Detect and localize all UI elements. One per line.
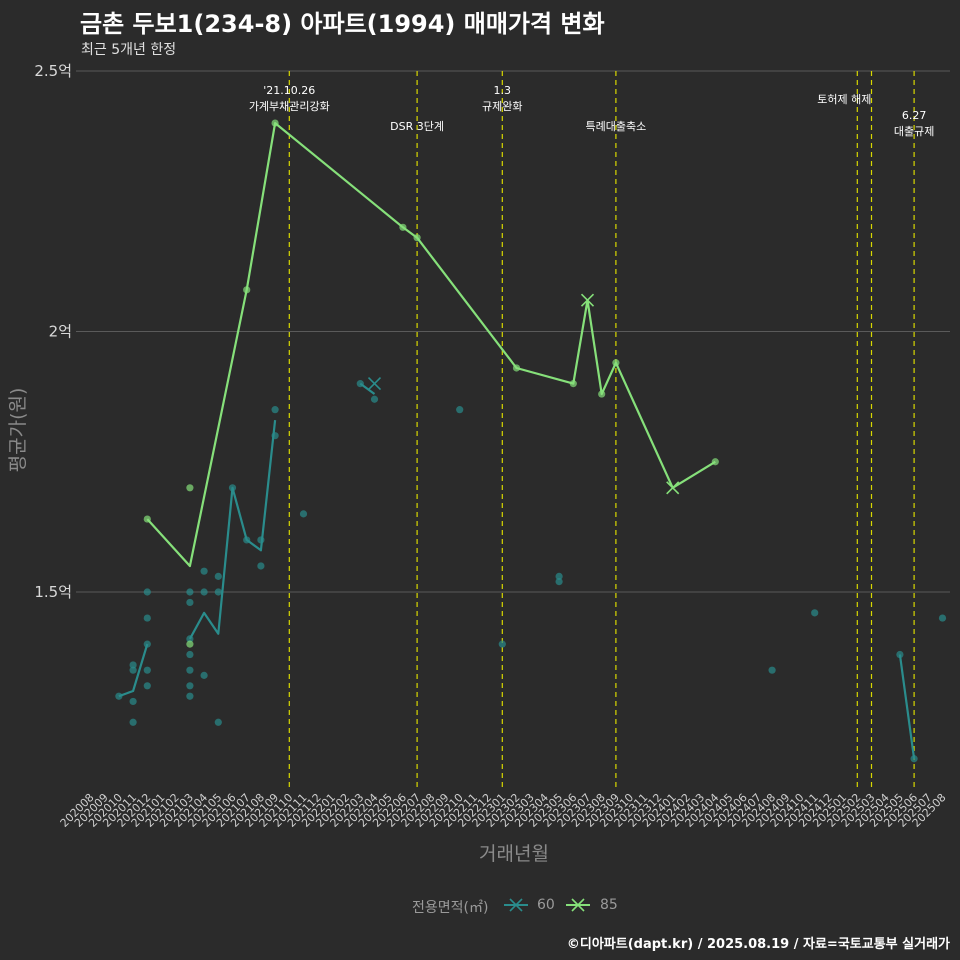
series-60-point	[143, 682, 151, 690]
series-60-point	[200, 567, 208, 575]
event-label: 대출규제	[894, 125, 934, 138]
series-60-point	[200, 588, 208, 596]
series-60-point	[938, 614, 947, 622]
series-60-point	[186, 666, 194, 674]
series-60-point	[129, 666, 137, 674]
legend-label-85: 85	[600, 897, 618, 913]
series-60-point	[143, 666, 151, 674]
series-60-point	[186, 650, 194, 659]
series-60-point	[214, 718, 222, 726]
series-60-point	[896, 650, 904, 659]
series-60-point	[186, 588, 194, 596]
series-60-point	[257, 562, 265, 570]
event-label: DSR 3단계	[390, 120, 444, 133]
event-label: 6.27	[902, 109, 927, 122]
y-tick-label: 1.5억	[34, 583, 72, 601]
series-85-point	[569, 380, 577, 388]
series-85-point	[399, 223, 407, 231]
series-85-point-x	[580, 293, 595, 307]
series-85-point	[598, 390, 606, 398]
event-label: 1.3	[494, 84, 512, 97]
series-60-point	[498, 640, 506, 648]
legend-key-85	[566, 898, 590, 912]
series-85-point	[612, 359, 620, 367]
series-60-point	[143, 588, 151, 596]
series-60-point	[811, 609, 819, 617]
series-60-point	[186, 598, 194, 607]
series-60-point	[768, 666, 776, 674]
event-label: 토허제 해제	[817, 92, 871, 106]
series-60-point	[214, 588, 222, 596]
series-60-point	[910, 755, 918, 763]
legend-label-60: 60	[537, 897, 555, 913]
series-60-point	[456, 406, 464, 414]
series-60-point	[186, 682, 194, 690]
series-60-point	[299, 510, 308, 518]
chart-subtitle: 최근 5개년 한정	[81, 42, 177, 58]
event-label: 가계부채관리강화	[249, 100, 330, 113]
series-85-point	[243, 286, 251, 294]
series-85-point	[711, 458, 719, 466]
series-60-point	[257, 536, 265, 544]
series-85-point	[271, 119, 279, 127]
series-85-point	[186, 640, 194, 648]
series-60-point	[143, 614, 151, 622]
series-60-point	[555, 572, 563, 580]
series-85-point	[186, 484, 194, 492]
chart-title: 금촌 두보1(234-8) 아파트(1994) 매매가격 변화	[80, 10, 605, 38]
series-85-point	[413, 234, 421, 242]
y-tick-label: 2억	[49, 323, 72, 341]
series-60-point	[555, 577, 563, 586]
series-60-point	[356, 380, 364, 388]
series-60-point	[129, 661, 137, 669]
event-label: '21.10.26	[263, 84, 315, 97]
x-axis-title: 거래년월	[479, 843, 549, 865]
source-caption: ©디아파트(dapt.kr) / 2025.08.19 / 자료=국토교통부 실…	[566, 937, 950, 952]
y-tick-label: 2.5억	[34, 62, 72, 80]
series-85-point-x	[666, 481, 680, 495]
y-axis-title: 평균가(원)	[7, 388, 29, 473]
series-60-point	[129, 718, 137, 726]
series-60-line	[898, 654, 916, 759]
series-85-point	[143, 515, 151, 523]
series-60-point	[115, 692, 123, 700]
series-60-point	[143, 640, 151, 648]
series-85-point	[512, 364, 521, 372]
series-60-point	[186, 692, 194, 700]
series-60-point	[271, 432, 279, 440]
event-label: 규제완화	[482, 100, 522, 113]
series-60-point	[228, 484, 237, 492]
series-60-point	[370, 395, 379, 403]
series-60-point-x	[367, 377, 382, 391]
series-60-point	[186, 635, 194, 643]
series-60-point	[200, 671, 208, 679]
event-label: 특례대출축소	[586, 120, 647, 133]
series-60-point	[271, 406, 279, 414]
legend-title: 전용면적(㎡)	[412, 900, 489, 916]
series-60-point	[243, 536, 251, 544]
series-60-line	[118, 419, 277, 698]
legend-key-60	[504, 898, 528, 912]
series-60-point	[214, 572, 222, 580]
series-60-point	[129, 697, 137, 706]
series-85-line	[146, 122, 716, 568]
